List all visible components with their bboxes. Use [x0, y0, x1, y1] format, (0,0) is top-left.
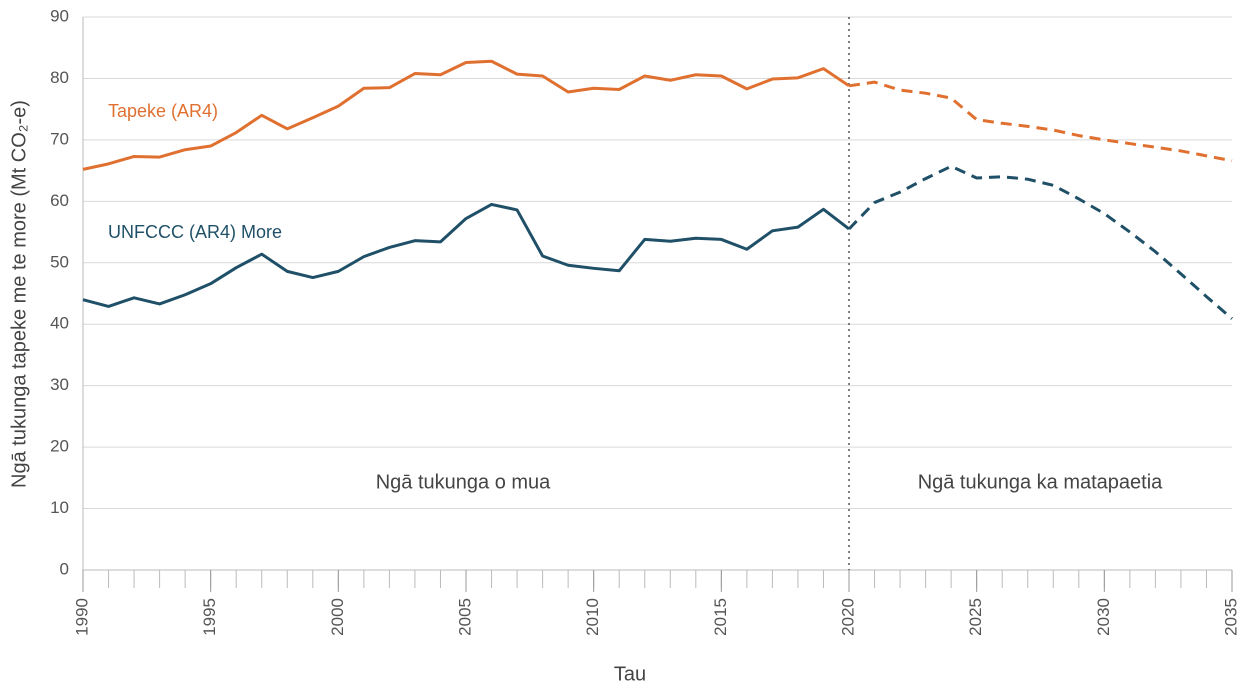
x-tick-label: 2000: [328, 598, 347, 636]
x-tick-label: 2015: [711, 598, 730, 636]
x-tick-label: 1990: [72, 598, 91, 636]
series-line: [82, 202, 850, 308]
y-axis-label: Ngā tukunga tapeke me te more (Mt CO₂-e): [8, 100, 30, 488]
x-tick-label: 2025: [966, 598, 985, 636]
x-axis-label: Tau: [614, 663, 646, 685]
y-tick-label: 40: [50, 314, 69, 333]
x-tick-label: 2035: [1221, 598, 1240, 636]
y-tick-label: 50: [50, 252, 69, 271]
annotation: Ngā tukunga o mua: [376, 471, 551, 493]
projection-line: [847, 164, 1233, 320]
series-line: [82, 59, 850, 171]
x-tick-label: 2020: [838, 598, 857, 636]
x-tick-label: 2030: [1094, 598, 1113, 636]
y-tick-label: 90: [50, 6, 69, 25]
series-label: UNFCCC (AR4) More: [108, 222, 282, 242]
y-tick-label: 0: [60, 559, 69, 578]
y-tick-label: 20: [50, 437, 69, 456]
y-tick-label: 60: [50, 191, 69, 210]
series-label: Tapeke (AR4): [108, 101, 218, 121]
x-tick-label: 2005: [455, 598, 474, 636]
annotation: Ngā tukunga ka matapaetia: [918, 471, 1163, 493]
y-tick-label: 10: [50, 498, 69, 517]
x-tick-label: 1995: [200, 598, 219, 636]
y-tick-label: 70: [50, 129, 69, 148]
x-tick-label: 2010: [583, 598, 602, 636]
y-tick-label: 80: [50, 68, 69, 87]
projection-line: [848, 80, 1233, 163]
y-tick-label: 30: [50, 375, 69, 394]
